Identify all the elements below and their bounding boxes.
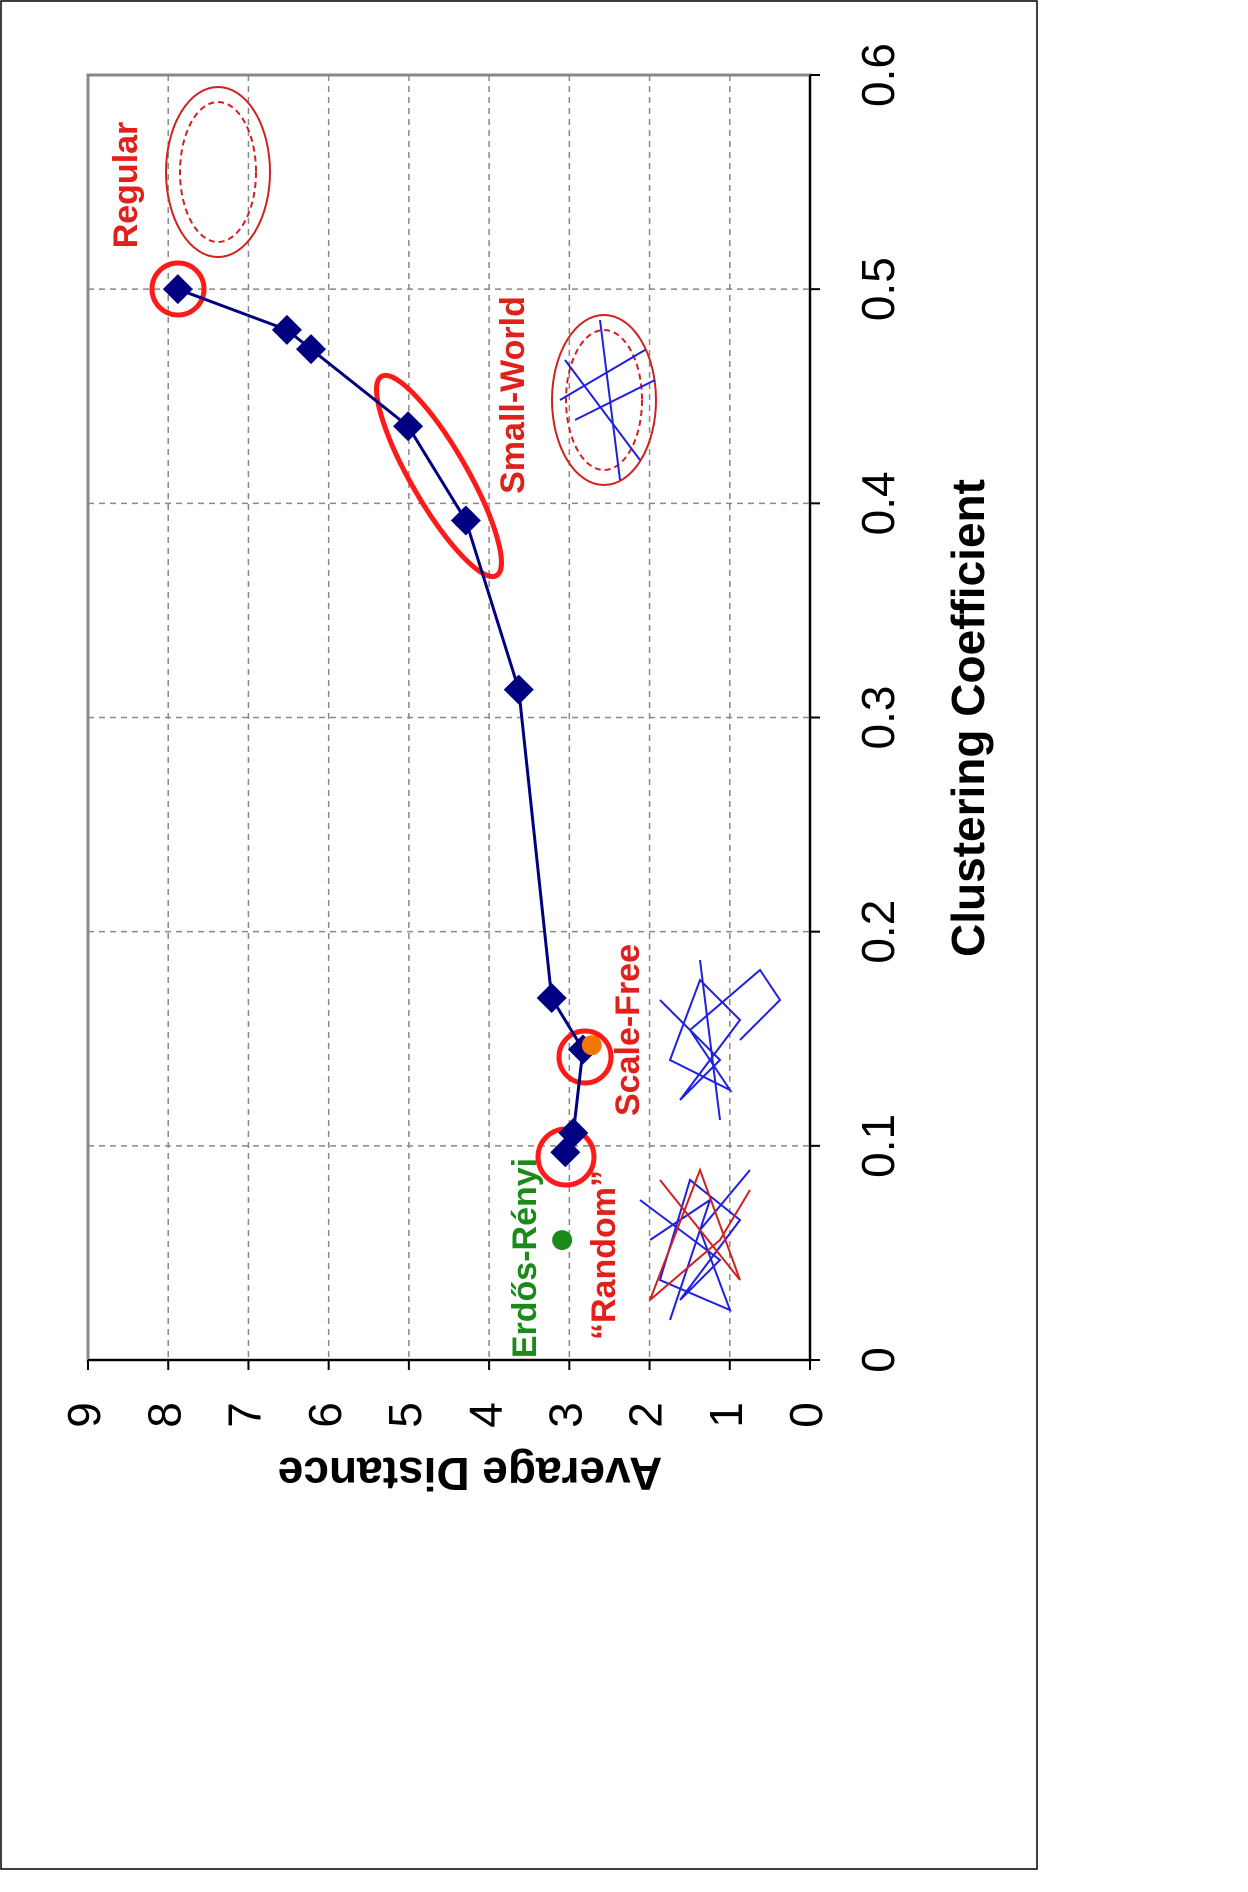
annotation: Regular <box>107 122 145 249</box>
y-tick-label: 0 <box>780 1402 832 1428</box>
x-tick-label: 0.2 <box>852 900 904 964</box>
special-point <box>582 1035 602 1055</box>
x-tick-label: 0 <box>852 1347 904 1373</box>
x-tick-label: 0.5 <box>852 257 904 321</box>
annotation: Erdős-Rényi <box>506 1158 544 1358</box>
annotation: Scale-Free <box>609 944 647 1116</box>
special-point <box>552 1230 572 1250</box>
y-tick-label: 4 <box>459 1402 511 1428</box>
y-tick-label: 6 <box>299 1402 351 1428</box>
chart: Clustering Coefficient Average Distance … <box>0 0 1248 1887</box>
annotation: Small-World <box>494 296 532 494</box>
y-tick-label: 1 <box>700 1402 752 1428</box>
x-tick-label: 0.6 <box>852 43 904 107</box>
y-tick-label: 5 <box>379 1402 431 1428</box>
y-tick-label: 7 <box>219 1402 271 1428</box>
y-tick-label: 8 <box>138 1402 190 1428</box>
x-tick-label: 0.3 <box>852 686 904 750</box>
y-tick-label: 9 <box>58 1402 110 1428</box>
x-tick-label: 0.1 <box>852 1114 904 1178</box>
x-tick-label: 0.4 <box>852 471 904 535</box>
x-axis-title: Clustering Coefficient <box>942 479 994 957</box>
y-axis-title: Average Distance <box>278 1448 662 1500</box>
y-tick-label: 2 <box>620 1402 672 1428</box>
annotation: “Random” <box>585 1170 623 1340</box>
y-tick-label: 3 <box>539 1402 591 1428</box>
